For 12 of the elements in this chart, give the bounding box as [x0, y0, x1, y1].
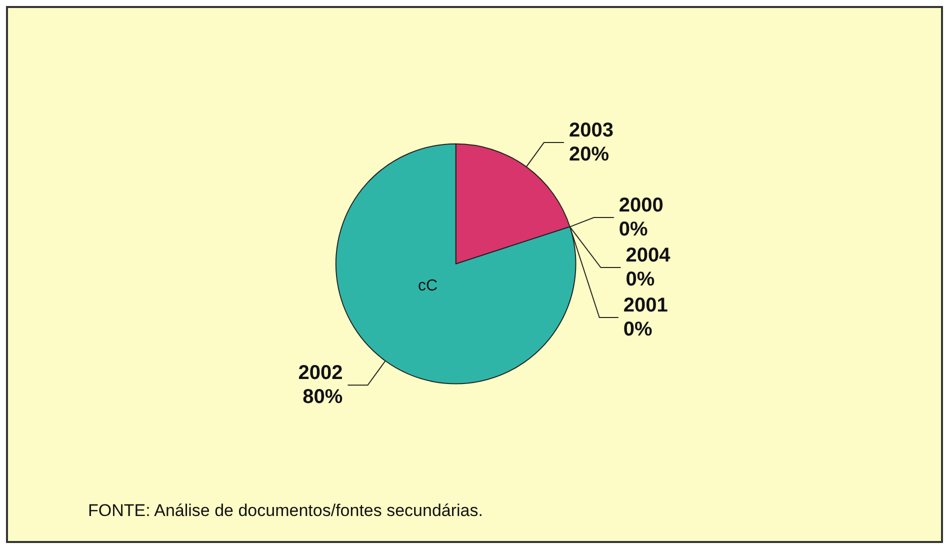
legend-label: 2004 [626, 244, 672, 267]
slice-label: 2003 [568, 120, 614, 142]
text: 0% [618, 218, 648, 241]
text: 0% [623, 318, 652, 341]
slice-label: 2002 [298, 362, 343, 384]
source-note: FONTE: Análise de documentos/fontes secundárias. [88, 501, 483, 520]
category-label: 2000 [618, 194, 664, 217]
category-label: 2001 [623, 294, 668, 317]
text: 0% [626, 268, 655, 291]
data-label: 80% [302, 386, 343, 408]
data-label: 20% [568, 144, 610, 166]
text: cC [418, 278, 438, 294]
